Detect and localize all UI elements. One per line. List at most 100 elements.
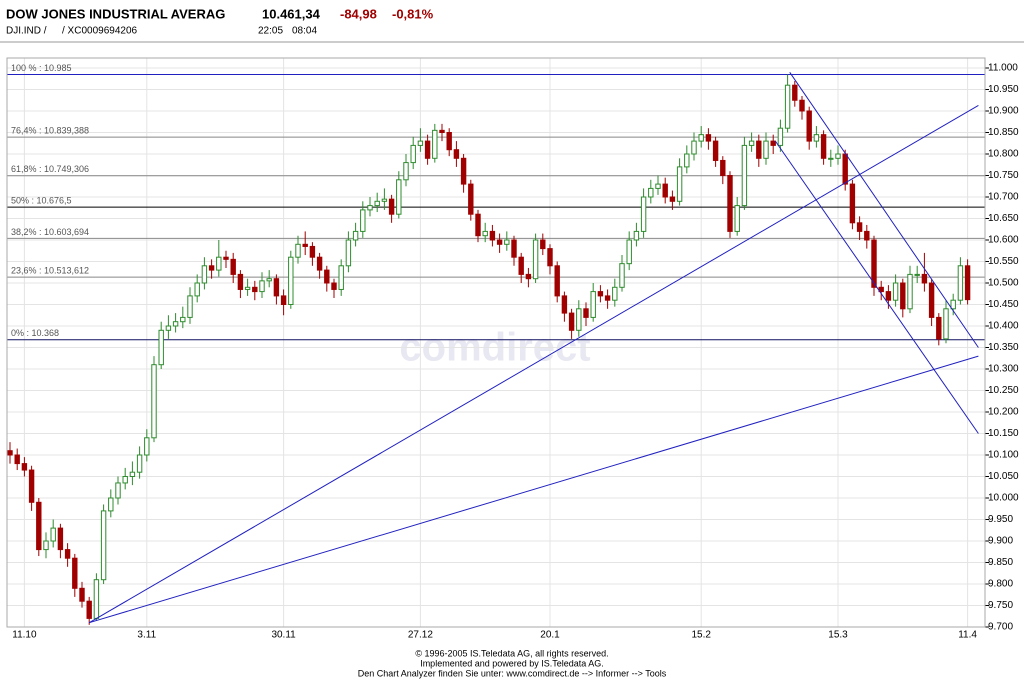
- candle-body: [453, 149, 460, 159]
- x-tick-label: 15.3: [828, 630, 848, 641]
- candle-body: [367, 205, 373, 211]
- candle-body: [950, 299, 956, 310]
- change: -84,98: [340, 6, 377, 21]
- x-tick-label: 3.11: [137, 630, 156, 641]
- symbol: DJI.IND /: [6, 26, 47, 37]
- candle-body: [396, 179, 402, 215]
- candle-body: [640, 196, 647, 232]
- candle-body: [417, 140, 424, 146]
- candle-body: [576, 308, 582, 331]
- candle-body: [244, 286, 251, 290]
- candle-body: [446, 132, 452, 151]
- y-tick-label: 10.900: [988, 106, 1019, 117]
- y-tick-label: 10.200: [988, 407, 1019, 418]
- candle-body: [388, 198, 395, 215]
- fibonacci-label: 50% : 10.676,5: [11, 195, 72, 205]
- candle-body: [907, 273, 913, 310]
- y-tick-label: 10.650: [988, 213, 1019, 224]
- candle-body: [871, 239, 877, 288]
- candle-body: [964, 265, 971, 301]
- candle-body: [475, 213, 481, 237]
- y-tick-label: 9.900: [988, 536, 1013, 547]
- candle-body: [28, 469, 35, 503]
- candle-body: [900, 282, 906, 310]
- candle-body: [180, 316, 186, 323]
- fibonacci-label: 23,6% : 10.513,612: [11, 266, 89, 276]
- candle-body: [151, 364, 157, 439]
- y-tick-label: 10.700: [988, 192, 1019, 203]
- candle-body: [331, 282, 337, 290]
- plot-frame: [6, 57, 986, 628]
- candle-body: [921, 273, 928, 284]
- candle-body: [532, 239, 539, 280]
- candle-body: [777, 127, 784, 146]
- x-tick-label: 15.2: [691, 630, 711, 641]
- candle-body: [216, 256, 222, 271]
- candle-body: [136, 454, 143, 473]
- y-tick-label: 10.050: [988, 471, 1019, 482]
- x-tick-label: 11.4: [958, 630, 977, 641]
- candle-body: [309, 245, 316, 258]
- candle-body: [662, 183, 668, 198]
- candle-body: [108, 497, 114, 512]
- candle-body: [784, 84, 791, 129]
- y-tick-label: 10.850: [988, 127, 1019, 138]
- footer-text: © 1996-2005 IS.Teledata AG, all rights r…: [415, 648, 608, 658]
- candle-body: [878, 286, 884, 293]
- candle-body: [684, 153, 690, 168]
- candle-body: [187, 295, 193, 318]
- candle-body: [914, 273, 920, 276]
- candle-body: [410, 144, 416, 164]
- candle-body: [403, 162, 409, 181]
- candle-body: [345, 239, 352, 267]
- candle-body: [770, 140, 776, 146]
- candle-body: [799, 99, 805, 112]
- instrument-name: DOW JONES INDUSTRIAL AVERAG: [6, 6, 225, 21]
- fibonacci-label: 38,2% : 10.603,694: [11, 227, 89, 237]
- candle-body: [172, 321, 179, 327]
- fibonacci-label: 76,4% : 10.839,388: [11, 125, 89, 135]
- candle-body: [194, 282, 200, 297]
- candle-body: [885, 291, 892, 301]
- candle-body: [273, 278, 280, 297]
- y-tick-label: 10.100: [988, 450, 1019, 461]
- candle-body: [352, 230, 359, 241]
- candle-body: [792, 84, 798, 101]
- trendline: [774, 140, 979, 434]
- y-tick-label: 9.950: [988, 514, 1013, 525]
- candle-body: [612, 286, 618, 301]
- y-tick-label: 9.700: [988, 622, 1013, 633]
- candle-body: [223, 256, 229, 260]
- candle-body: [295, 243, 301, 258]
- candle-body: [165, 325, 172, 331]
- y-tick-label: 10.450: [988, 299, 1019, 310]
- y-tick-label: 10.800: [988, 149, 1019, 160]
- candle-body: [511, 239, 517, 258]
- candle-body: [568, 312, 575, 331]
- candle-body: [813, 134, 820, 142]
- candle-body: [374, 200, 380, 207]
- y-tick-label: 10.400: [988, 321, 1019, 332]
- candle-body: [432, 129, 438, 159]
- candle-body: [129, 471, 136, 478]
- candle-body: [158, 329, 164, 366]
- candle-body: [72, 557, 78, 589]
- y-tick-label: 10.950: [988, 84, 1019, 95]
- candle-body: [547, 248, 553, 267]
- candle-body: [43, 540, 49, 551]
- trendline: [89, 355, 979, 624]
- y-tick-label: 10.000: [988, 493, 1019, 504]
- candle-body: [266, 278, 272, 282]
- candle-body: [381, 198, 388, 202]
- candle-body: [496, 239, 503, 245]
- candle-body: [540, 239, 546, 250]
- candle-body: [691, 140, 697, 155]
- candle-body: [698, 134, 704, 142]
- candle-body: [518, 256, 524, 275]
- candle-body: [230, 258, 236, 275]
- candle-body: [756, 140, 762, 159]
- candle-body: [626, 239, 632, 265]
- candle-body: [57, 527, 64, 551]
- candle-body: [122, 476, 128, 484]
